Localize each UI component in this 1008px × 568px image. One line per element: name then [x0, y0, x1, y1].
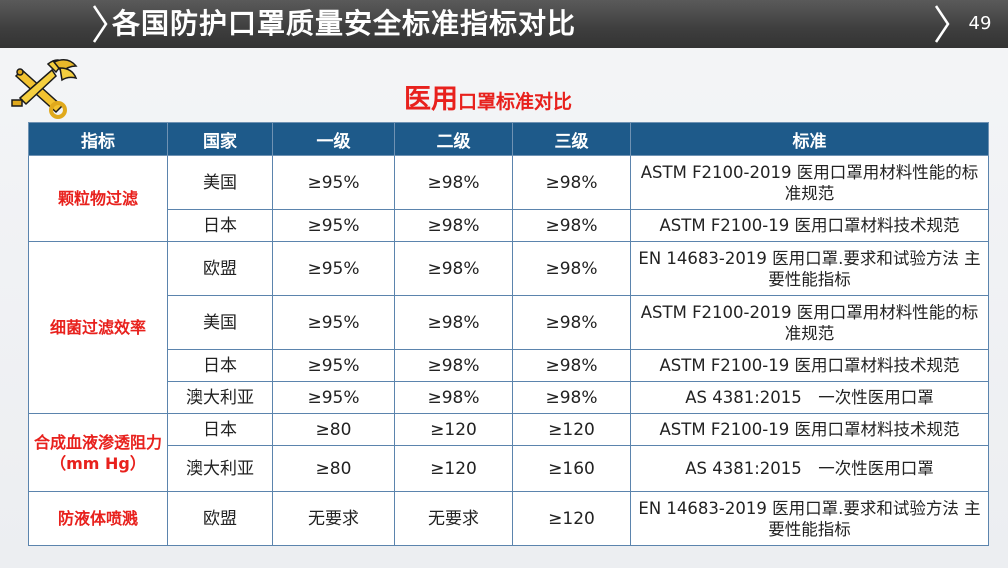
country-cell: 欧盟	[167, 491, 273, 546]
table-row: 美国 ≥95% ≥98% ≥98% ASTM F2100-2019 医用口罩用材…	[29, 295, 989, 350]
subtitle-bold: 医用	[404, 84, 458, 115]
level3-cell: ≥98%	[512, 155, 631, 210]
chevron-right-icon	[934, 5, 950, 43]
level1-cell: ≥95%	[272, 349, 395, 382]
standard-cell: ASTM F2100-19 医用口罩材料技术规范	[630, 209, 989, 242]
page-number: 49	[968, 13, 992, 34]
table-row: 日本 ≥95% ≥98% ≥98% ASTM F2100-19 医用口罩材料技术…	[29, 349, 989, 382]
level2-cell: ≥98%	[394, 381, 513, 414]
table-row: 防液体喷溅 欧盟 无要求 无要求 ≥120 EN 14683-2019 医用口罩…	[28, 491, 989, 546]
country-cell: 日本	[167, 413, 273, 446]
table-subtitle: 医用口罩标准对比	[404, 84, 572, 116]
level3-cell: ≥120	[512, 413, 631, 446]
level2-cell: ≥98%	[394, 155, 513, 210]
country-cell: 欧盟	[167, 241, 273, 296]
country-cell: 美国	[167, 155, 273, 210]
table-row: 日本 ≥95% ≥98% ≥98% ASTM F2100-19 医用口罩材料技术…	[29, 209, 989, 242]
level1-cell: ≥95%	[272, 209, 395, 242]
level1-cell: ≥95%	[272, 295, 395, 350]
table-row: 澳大利亚 ≥80 ≥120 ≥160 AS 4381:2015 一次性医用口罩	[29, 445, 989, 492]
country-cell: 澳大利亚	[167, 381, 273, 414]
level3-cell: ≥98%	[512, 349, 631, 382]
level3-cell: ≥98%	[512, 295, 631, 350]
level3-cell: ≥120	[512, 491, 631, 546]
standard-cell: EN 14683-2019 医用口罩.要求和试验方法 主要性能指标	[630, 241, 989, 296]
level2-cell: 无要求	[394, 491, 513, 546]
page-title: 各国防护口罩质量安全标准指标对比	[112, 7, 577, 40]
indicator-cell: 防液体喷溅	[28, 491, 168, 546]
level2-cell: ≥120	[394, 413, 513, 446]
standard-cell: ASTM F2100-19 医用口罩材料技术规范	[630, 413, 989, 446]
indicator-cell: 颗粒物过滤	[28, 155, 168, 242]
level1-cell: ≥95%	[272, 381, 395, 414]
column-header: 二级	[394, 122, 513, 156]
country-cell: 美国	[167, 295, 273, 350]
country-cell: 日本	[167, 349, 273, 382]
table-row: 合成血液渗透阻力（mm Hg） 日本 ≥80 ≥120 ≥120 ASTM F2…	[28, 413, 989, 492]
level2-cell: ≥98%	[394, 241, 513, 296]
level1-cell: ≥95%	[272, 241, 395, 296]
level3-cell: ≥160	[512, 445, 631, 492]
country-cell: 澳大利亚	[167, 445, 273, 492]
level1-cell: ≥80	[272, 413, 395, 446]
column-header: 指标	[28, 122, 168, 156]
level1-cell: 无要求	[272, 491, 395, 546]
table-row: 澳大利亚 ≥95% ≥98% ≥98% AS 4381:2015 一次性医用口罩	[29, 381, 989, 414]
level2-cell: ≥98%	[394, 349, 513, 382]
standard-cell: ASTM F2100-2019 医用口罩用材料性能的标准规范	[630, 295, 989, 350]
level1-cell: ≥80	[272, 445, 395, 492]
column-header: 国家	[167, 122, 273, 156]
standard-cell: AS 4381:2015 一次性医用口罩	[630, 445, 989, 492]
table-row: 细菌过滤效率 欧盟 ≥95% ≥98% ≥98% EN 14683-2019 医…	[28, 241, 989, 414]
subtitle-rest: 口罩标准对比	[458, 91, 573, 113]
level1-cell: ≥95%	[272, 155, 395, 210]
level2-cell: ≥98%	[394, 209, 513, 242]
table-header-row: 指标 国家 一级 二级 三级 标准	[28, 122, 989, 156]
column-header: 三级	[512, 122, 631, 156]
standard-cell: AS 4381:2015 一次性医用口罩	[630, 381, 989, 414]
country-cell: 日本	[167, 209, 273, 242]
title-bar: 各国防护口罩质量安全标准指标对比 49	[0, 0, 1008, 48]
standard-cell: ASTM F2100-2019 医用口罩用材料性能的标准规范	[630, 155, 989, 210]
level3-cell: ≥98%	[512, 241, 631, 296]
customs-emblem-icon	[11, 59, 78, 119]
standards-table: 指标 国家 一级 二级 三级 标准 颗粒物过滤 美国 ≥95% ≥98% ≥98…	[28, 122, 989, 546]
column-header: 一级	[272, 122, 395, 156]
level2-cell: ≥120	[394, 445, 513, 492]
table-row: 颗粒物过滤 美国 ≥95% ≥98% ≥98% ASTM F2100-2019 …	[28, 155, 989, 242]
level3-cell: ≥98%	[512, 209, 631, 242]
standard-cell: ASTM F2100-19 医用口罩材料技术规范	[630, 349, 989, 382]
column-header: 标准	[630, 122, 989, 156]
level3-cell: ≥98%	[512, 381, 631, 414]
level2-cell: ≥98%	[394, 295, 513, 350]
indicator-cell: 细菌过滤效率	[28, 241, 168, 414]
chevron-right-icon	[92, 5, 108, 43]
standard-cell: EN 14683-2019 医用口罩.要求和试验方法 主要性能指标	[630, 491, 989, 546]
indicator-cell: 合成血液渗透阻力（mm Hg）	[28, 413, 168, 492]
